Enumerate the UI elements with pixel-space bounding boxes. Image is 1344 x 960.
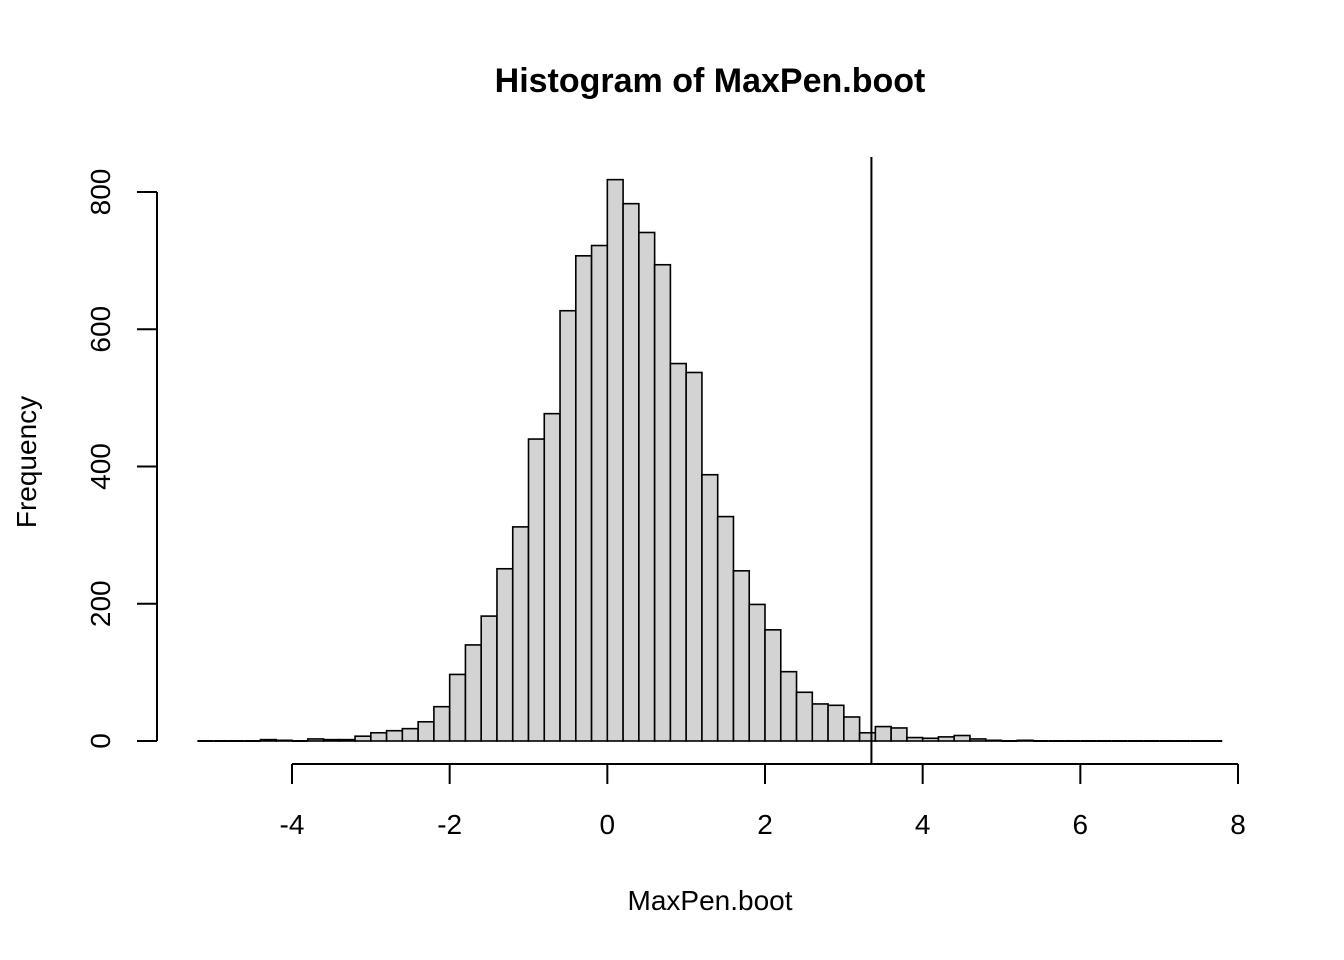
histogram-bar	[259, 738, 278, 742]
histogram-bar	[354, 735, 372, 742]
histogram-bar	[669, 362, 687, 742]
histogram-bar	[843, 716, 861, 742]
histogram-bar	[874, 725, 892, 742]
histogram-bar	[464, 644, 482, 742]
histogram-bar	[322, 738, 341, 742]
histogram-bar	[338, 738, 356, 742]
y-tick-label: 400	[85, 443, 116, 490]
histogram-bar	[401, 727, 419, 742]
x-tick-label: -4	[280, 809, 305, 840]
histogram-bar	[701, 473, 719, 742]
x-tick-label: 6	[1073, 809, 1089, 840]
histogram-bar	[559, 309, 577, 742]
histogram-bar	[480, 615, 498, 742]
y-tick-label: 200	[85, 580, 116, 627]
histogram-bar	[275, 739, 293, 742]
histogram-bar	[1016, 739, 1034, 742]
histogram-bar	[984, 739, 1003, 742]
histogram-bar	[448, 673, 467, 742]
histogram-bar	[653, 263, 672, 742]
histogram-bar	[764, 629, 782, 742]
histogram-bar	[385, 729, 404, 742]
histogram-bar	[795, 691, 814, 742]
histogram-bar	[937, 736, 956, 742]
y-axis: 0 200 400 600 800	[85, 169, 158, 749]
histogram-bar	[417, 720, 435, 742]
histogram-bar	[811, 703, 829, 742]
y-tick-label: 0	[85, 733, 116, 749]
chart-title: Histogram of MaxPen.boot	[495, 62, 926, 100]
histogram-bar	[590, 244, 609, 742]
histogram-bar	[638, 231, 656, 742]
histogram-bar	[748, 603, 766, 742]
y-tick-label: 800	[85, 169, 116, 216]
histogram-bar	[511, 526, 530, 742]
y-axis-label: Frequency	[11, 396, 42, 528]
histogram-bar	[543, 412, 561, 742]
histogram-bar	[306, 738, 325, 742]
histogram-bar	[906, 736, 924, 742]
x-tick-label: 8	[1230, 809, 1246, 840]
histogram-bar	[716, 515, 735, 742]
histogram-bar	[779, 670, 798, 742]
histogram-bar	[858, 731, 877, 742]
x-axis: -4 -2 0 2 4 6 8	[280, 763, 1246, 840]
histogram-bar	[827, 704, 845, 742]
histogram-bar	[732, 570, 751, 742]
x-tick-label: 2	[757, 809, 773, 840]
histogram-bar	[370, 731, 388, 742]
x-tick-label: -2	[437, 809, 462, 840]
x-tick-label: 4	[915, 809, 931, 840]
histogram-bar	[496, 567, 514, 742]
histogram-bar	[433, 705, 451, 742]
histogram-bar	[622, 202, 640, 742]
histogram-bar	[606, 178, 624, 742]
histogram-bars	[197, 178, 1223, 742]
y-tick-label: 600	[85, 306, 116, 353]
histogram-bar	[574, 255, 593, 742]
x-tick-label: 0	[600, 809, 616, 840]
histogram-bar	[685, 371, 703, 742]
histogram-bar	[890, 727, 908, 742]
x-axis-label: MaxPen.boot	[628, 885, 793, 916]
histogram-bar	[921, 737, 940, 742]
histogram-bar	[527, 438, 546, 742]
histogram-bar	[969, 738, 987, 742]
histogram-bar	[953, 734, 971, 742]
